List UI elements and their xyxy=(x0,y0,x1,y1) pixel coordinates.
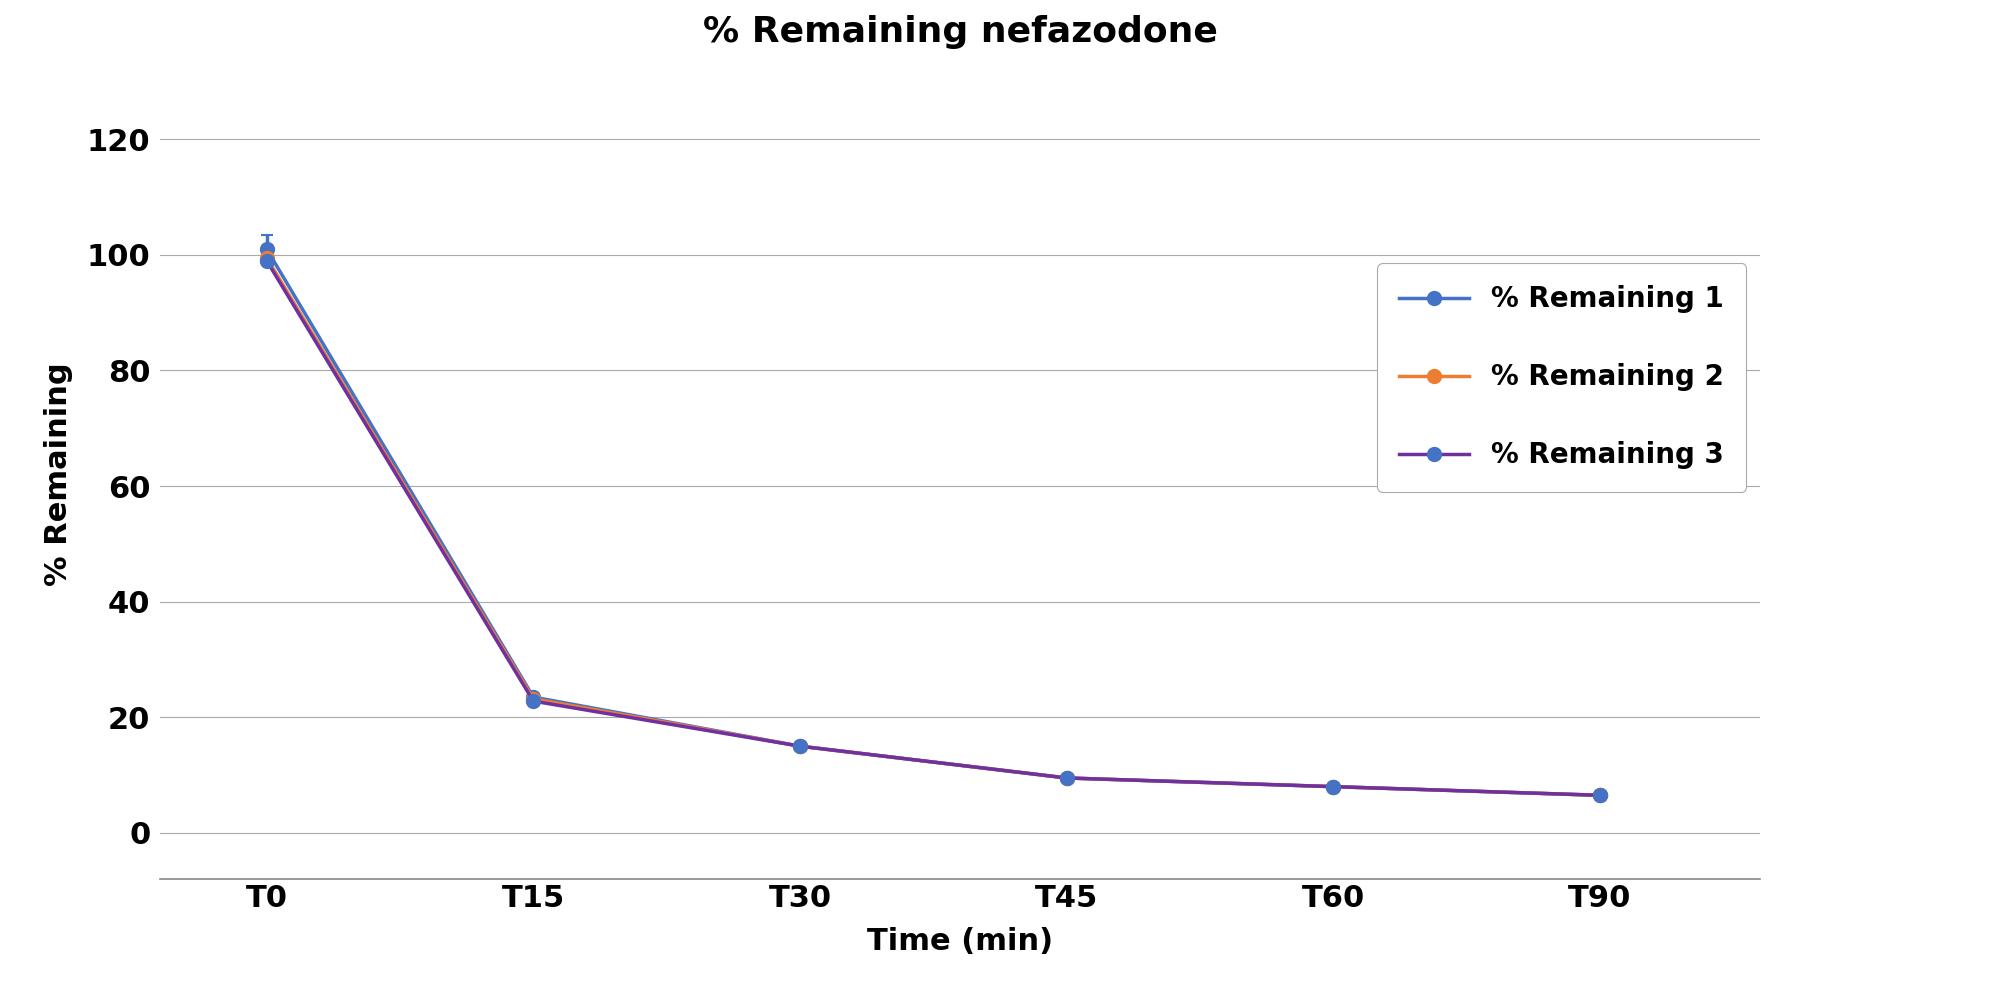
X-axis label: Time (min): Time (min) xyxy=(866,927,1054,956)
Y-axis label: % Remaining: % Remaining xyxy=(44,363,72,586)
Title: % Remaining nefazodone: % Remaining nefazodone xyxy=(702,15,1218,49)
Legend: % Remaining 1, % Remaining 2, % Remaining 3: % Remaining 1, % Remaining 2, % Remainin… xyxy=(1378,263,1746,492)
